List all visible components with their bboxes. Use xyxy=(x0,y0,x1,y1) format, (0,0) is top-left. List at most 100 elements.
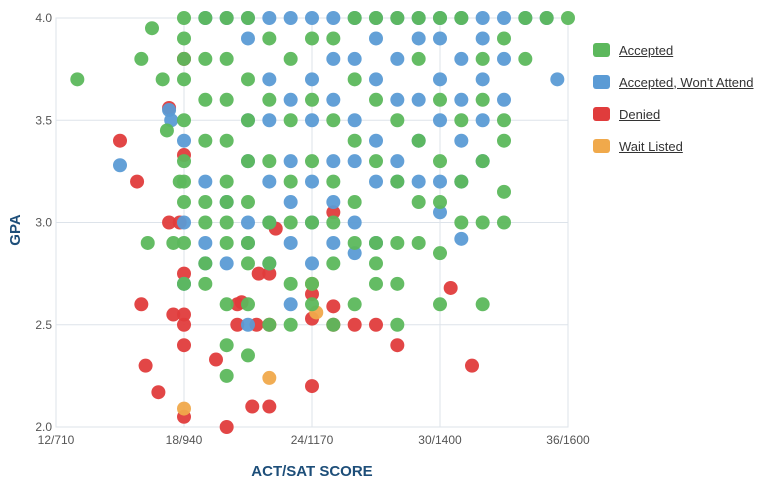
point-accepted-won-t-attend xyxy=(411,92,426,107)
point-accepted xyxy=(219,195,234,210)
point-accepted xyxy=(177,276,191,291)
point-denied xyxy=(262,266,277,281)
point-accepted xyxy=(433,246,447,261)
point-accepted xyxy=(454,113,469,128)
point-accepted-won-t-attend xyxy=(241,317,255,332)
point-accepted-won-t-attend xyxy=(454,92,469,107)
point-accepted-won-t-attend xyxy=(475,11,490,25)
point-denied xyxy=(177,317,191,332)
point-accepted-won-t-attend xyxy=(198,174,213,189)
point-accepted-won-t-attend xyxy=(326,154,341,169)
point-accepted-won-t-attend xyxy=(262,72,277,87)
point-accepted xyxy=(134,51,149,66)
point-accepted-won-t-attend xyxy=(305,256,319,271)
point-denied xyxy=(230,317,245,332)
point-accepted-won-t-attend xyxy=(177,215,191,230)
point-accepted-won-t-attend xyxy=(305,174,319,189)
point-denied xyxy=(443,280,458,295)
point-accepted xyxy=(177,113,191,128)
y-tick-label: 2.5 xyxy=(35,318,52,332)
point-denied xyxy=(113,133,127,148)
point-accepted-won-t-attend xyxy=(454,133,469,148)
legend-label-denied[interactable]: Denied xyxy=(619,106,661,122)
point-denied xyxy=(151,385,166,400)
point-accepted-won-t-attend xyxy=(347,154,362,169)
point-accepted-won-t-attend xyxy=(369,31,383,46)
point-accepted xyxy=(369,276,383,291)
legend-label-wait-listed[interactable]: Wait Listed xyxy=(619,138,683,154)
point-accepted xyxy=(166,235,181,250)
point-accepted-won-t-attend xyxy=(454,231,469,246)
point-accepted-won-t-attend xyxy=(497,92,511,107)
point-denied xyxy=(219,420,234,434)
point-accepted xyxy=(433,297,447,312)
legend-swatch-wait-listed xyxy=(593,139,610,153)
point-accepted-won-t-attend xyxy=(305,72,319,87)
point-accepted xyxy=(219,133,234,148)
point-accepted xyxy=(262,92,277,107)
point-accepted xyxy=(475,297,490,312)
point-accepted xyxy=(454,215,469,230)
point-accepted xyxy=(219,338,234,353)
legend-swatch-accepted xyxy=(593,43,610,57)
point-accepted xyxy=(390,11,405,25)
point-accepted-won-t-attend xyxy=(241,215,255,230)
point-accepted-won-t-attend xyxy=(283,195,298,210)
points-layer xyxy=(70,11,575,434)
point-accepted-won-t-attend xyxy=(326,51,341,66)
point-accepted-won-t-attend xyxy=(433,72,447,87)
point-accepted xyxy=(347,11,362,25)
point-accepted-won-t-attend xyxy=(390,51,405,66)
point-accepted-won-t-attend xyxy=(369,72,383,87)
point-accepted xyxy=(433,11,447,25)
point-accepted xyxy=(262,215,277,230)
point-accepted-won-t-attend xyxy=(177,133,191,148)
legend-label-accepted-wont-attend[interactable]: Accepted, Won't Attend xyxy=(619,74,754,90)
point-accepted-won-t-attend xyxy=(326,11,341,25)
point-accepted xyxy=(283,51,298,66)
point-accepted xyxy=(219,51,234,66)
point-accepted xyxy=(283,276,298,291)
point-accepted xyxy=(497,113,511,128)
y-axis-title: GPA xyxy=(7,214,24,246)
point-accepted xyxy=(219,215,234,230)
point-accepted xyxy=(497,184,511,199)
point-accepted xyxy=(140,235,155,250)
point-accepted-won-t-attend xyxy=(283,92,298,107)
point-accepted xyxy=(305,215,319,230)
point-accepted xyxy=(198,92,213,107)
legend-item-accepted-wont-attend[interactable]: Accepted, Won't Attend xyxy=(593,66,768,98)
point-accepted xyxy=(305,276,319,291)
legend-item-accepted[interactable]: Accepted xyxy=(593,34,768,66)
point-accepted xyxy=(305,154,319,169)
point-accepted xyxy=(198,276,213,291)
point-accepted xyxy=(283,174,298,189)
point-accepted-won-t-attend xyxy=(475,72,490,87)
point-accepted xyxy=(411,11,426,25)
point-accepted xyxy=(369,154,383,169)
point-accepted-won-t-attend xyxy=(454,51,469,66)
point-denied xyxy=(245,399,260,414)
point-accepted xyxy=(219,235,234,250)
point-accepted-won-t-attend xyxy=(262,11,277,25)
point-accepted xyxy=(241,72,255,87)
point-accepted-won-t-attend xyxy=(326,235,341,250)
y-tick-label: 4.0 xyxy=(35,11,52,25)
point-accepted xyxy=(177,195,191,210)
legend-label-accepted[interactable]: Accepted xyxy=(619,42,674,58)
x-tick-label: 18/940 xyxy=(166,433,203,447)
point-accepted xyxy=(518,11,533,25)
point-accepted-won-t-attend xyxy=(262,113,277,128)
point-accepted xyxy=(369,92,383,107)
point-accepted xyxy=(411,235,426,250)
legend-item-wait-listed[interactable]: Wait Listed xyxy=(593,130,768,162)
point-accepted xyxy=(262,154,277,169)
point-accepted xyxy=(198,215,213,230)
point-accepted xyxy=(390,235,405,250)
point-denied xyxy=(166,307,181,322)
point-accepted-won-t-attend xyxy=(198,235,213,250)
point-accepted xyxy=(219,297,234,312)
x-tick-label: 24/1170 xyxy=(291,433,334,447)
point-denied xyxy=(130,174,145,189)
legend-item-denied[interactable]: Denied xyxy=(593,98,768,130)
